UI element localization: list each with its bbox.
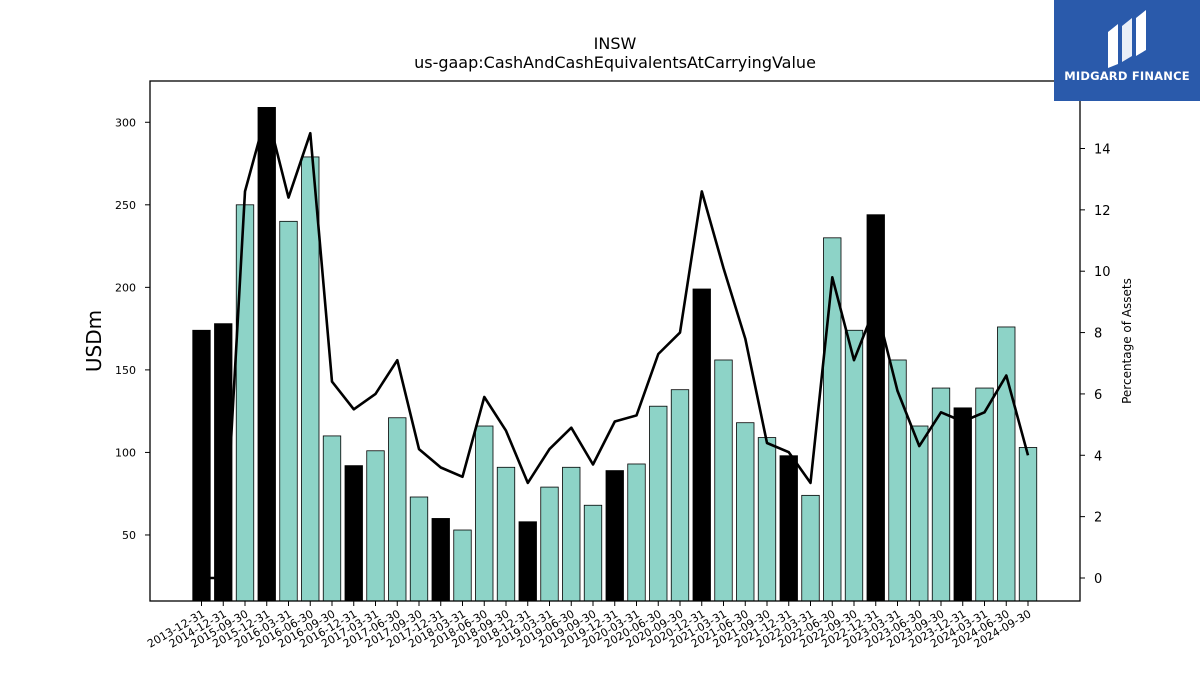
bar-2016-06-30 <box>301 156 320 602</box>
bar-2017-03-31 <box>366 450 385 602</box>
y-tick-label-200: 200 <box>115 281 136 294</box>
bar-2019-09-30 <box>583 504 603 602</box>
bar-2022-12-31 <box>866 214 885 602</box>
bar-2022-09-30 <box>844 329 864 602</box>
bar-2018-09-30 <box>496 466 516 602</box>
y-tick-label-300: 300 <box>115 116 136 129</box>
bar-2016-09-30 <box>322 435 342 602</box>
y2-axis-label: Percentage of Assets <box>1120 278 1134 404</box>
bars-layer <box>192 107 1038 602</box>
bar-2016-03-31 <box>279 220 298 602</box>
y2-tick-label-8: 8 <box>1094 327 1102 342</box>
y2-tick-label-0: 0 <box>1094 572 1102 587</box>
bar-2018-06-30 <box>475 425 494 602</box>
bar-2023-03-31 <box>888 359 907 602</box>
y-tick-label-100: 100 <box>115 446 136 459</box>
percentage-line <box>201 110 1030 580</box>
y-tick-label-250: 250 <box>115 199 136 212</box>
bar-2017-12-31 <box>431 518 450 602</box>
bar-2023-12-31 <box>953 407 972 602</box>
y2-tick-label-4: 4 <box>1094 449 1102 464</box>
chart-title: INSW <box>594 34 637 53</box>
bar-2015-09-30 <box>235 204 255 602</box>
bar-2021-06-30 <box>736 422 755 602</box>
bar-2024-06-30 <box>997 326 1016 602</box>
bar-2015-12-31 <box>257 107 276 602</box>
bar-2020-03-31 <box>627 463 646 602</box>
y-tick-label-150: 150 <box>115 364 136 377</box>
bar-2020-09-30 <box>670 389 690 602</box>
y2-tick-label-14: 14 <box>1094 142 1111 157</box>
logo-text: MIDGARD FINANCE <box>1064 69 1190 83</box>
bar-2024-03-31 <box>975 387 994 602</box>
bar-2019-03-31 <box>540 486 559 602</box>
bar-2016-12-31 <box>344 465 363 602</box>
bar-2023-06-30 <box>910 425 929 602</box>
bar-2020-12-31 <box>692 288 711 602</box>
bar-2013-12-31 <box>192 329 211 602</box>
bar-2020-06-30 <box>649 405 668 602</box>
bar-2021-09-30 <box>757 437 777 602</box>
bar-2021-12-31 <box>779 455 798 602</box>
bar-2017-09-30 <box>409 496 429 602</box>
y2-tick-label-12: 12 <box>1094 204 1111 219</box>
y-tick-label-50: 50 <box>122 529 136 542</box>
bar-2017-06-30 <box>388 417 407 602</box>
brand-logo: MIDGARD FINANCE <box>1054 0 1200 101</box>
bar-2022-03-31 <box>801 494 820 602</box>
y2-tick-label-10: 10 <box>1094 265 1111 280</box>
y2-tick-label-6: 6 <box>1094 388 1102 403</box>
axes-layer: 50100150200250300024681012142013-12-3120… <box>115 80 1111 651</box>
logo-mark-icon <box>1108 10 1146 68</box>
bar-2018-12-31 <box>518 521 537 602</box>
bar-2022-06-30 <box>823 237 842 602</box>
bar-2019-12-31 <box>605 470 624 602</box>
y-axis-label: USDm <box>82 310 106 372</box>
line-layer <box>201 110 1030 580</box>
bar-2021-03-31 <box>714 359 733 602</box>
chart-subtitle: us-gaap:CashAndCashEquivalentsAtCarrying… <box>414 53 816 72</box>
bar-2019-06-30 <box>562 466 581 602</box>
bar-2018-03-31 <box>453 529 472 602</box>
y2-tick-label-2: 2 <box>1094 511 1102 526</box>
bar-2024-09-30 <box>1018 447 1038 602</box>
